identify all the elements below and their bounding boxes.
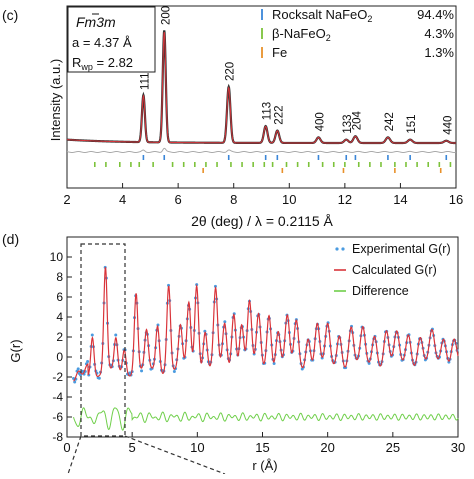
- lattice-parameter-label: a = 4.37 Å: [72, 35, 132, 50]
- pdf-legend-swatch: [335, 247, 339, 251]
- refinement-info-box: Fm3m a = 4.37 Å Rwp = 2.82: [67, 6, 156, 73]
- pdf-experimental-point: [97, 376, 101, 380]
- pdf-legend-label: Experimental G(r): [352, 242, 451, 256]
- pdf-curves: [72, 265, 459, 431]
- xrd-x-tick-label: 10: [282, 192, 296, 207]
- pdf-calculated-curve: [73, 267, 459, 382]
- xrd-peak-label: 242: [384, 112, 396, 131]
- xrd-peak-label: 151: [406, 114, 418, 133]
- pdf-experimental-point: [140, 369, 144, 373]
- xrd-plot-frame: [66, 5, 457, 189]
- xrd-curves: [66, 30, 457, 154]
- pdf-y-tick-label: -4: [52, 390, 63, 404]
- pdf-axis-ticks: [66, 256, 459, 438]
- legend-percent: 4.3%: [424, 26, 454, 41]
- xrd-peak-label: 133: [342, 114, 354, 133]
- pdf-x-tick-label: 20: [320, 440, 334, 455]
- pdf-legend: Experimental G(r) Calculated G(r) Differen…: [334, 242, 451, 298]
- pdf-experimental-point: [272, 362, 276, 365]
- space-group-label: Fm3m: [76, 14, 116, 30]
- xrd-peak-label: 440: [442, 116, 454, 135]
- pdf-x-tick-label: 5: [129, 440, 136, 455]
- xrd-difference-curve: [66, 147, 457, 154]
- xrd-x-tick-label: 12: [338, 192, 352, 207]
- xrd-x-axis-label: 2θ (deg) / λ = 0.2115 Å: [191, 213, 333, 229]
- pdf-y-tick-label: 4: [56, 310, 63, 324]
- pdf-experimental-point: [90, 333, 94, 337]
- pdf-experimental-point: [86, 360, 90, 364]
- xrd-calculated-curve: [66, 32, 456, 144]
- pdf-y-tick-label: 0: [56, 350, 63, 364]
- pdf-experimental-point: [172, 370, 176, 373]
- xrd-x-tick-labels: 2 4 6 8 10 12 14 16: [63, 192, 463, 207]
- zoom-connector-right: [124, 435, 226, 475]
- pdf-y-tick-label: 6: [56, 290, 63, 304]
- legend-label: Fe: [272, 45, 287, 60]
- pdf-x-tick-label: 15: [255, 440, 269, 455]
- pdf-legend-label: Calculated G(r): [352, 263, 437, 277]
- pdf-experimental-point: [114, 333, 118, 337]
- pdf-x-axis-label: r (Å): [252, 458, 277, 473]
- xrd-y-axis-label: Intensity (a.u.): [48, 59, 63, 141]
- pdf-x-tick-label: 30: [451, 440, 465, 455]
- pdf-y-tick-label: 2: [56, 330, 63, 344]
- xrd-x-tick-label: 8: [230, 192, 237, 207]
- refinement-info-frame: [67, 6, 156, 73]
- xrd-x-tick-label: 16: [449, 192, 463, 207]
- pdf-legend-label: Difference: [352, 284, 409, 298]
- pdf-legend-swatch: [341, 247, 345, 251]
- pdf-y-tick-label: -2: [52, 370, 63, 384]
- pdf-experimental-point: [367, 361, 371, 365]
- xrd-peak-label: 204: [351, 110, 363, 130]
- pdf-tick-labels: 0 5 10 15 20 25 30 -8 -6 -4 -2 0 2 4 6 8 10: [50, 250, 466, 455]
- xrd-reflection-ticks: [93, 155, 452, 173]
- zoom-region-box: [80, 243, 126, 437]
- pdf-y-axis-label: G(r): [8, 339, 23, 362]
- panel-c-label: (c): [2, 7, 18, 23]
- xrd-x-tick-label: 4: [119, 192, 126, 207]
- xrd-legend: Rocksalt NaFeO2 94.4% β-NaFeO2 4.3% Fe 1.3%: [261, 7, 454, 60]
- rwp-label: Rwp = 2.82: [72, 55, 133, 72]
- pdf-y-tick-label: 10: [50, 250, 64, 264]
- pdf-plot: 0 5 10 15 20 25 30 -8 -6 -4 -2 0 2 4 6 8 10: [50, 236, 466, 455]
- xrd-peak-label: 220: [225, 62, 237, 81]
- xrd-x-tick-label: 2: [63, 192, 70, 207]
- pdf-y-tick-label: -8: [52, 430, 63, 444]
- legend-label: Rocksalt NaFeO2: [272, 7, 372, 24]
- xrd-peak-label: 111: [139, 72, 151, 89]
- pdf-x-tick-label: 0: [63, 440, 70, 455]
- legend-label: β-NaFeO2: [272, 26, 331, 43]
- xrd-peak-label: 222: [273, 105, 285, 124]
- pdf-y-tick-label: 8: [56, 270, 63, 284]
- legend-percent: 94.4%: [417, 7, 454, 22]
- xrd-x-tick-label: 14: [393, 192, 407, 207]
- xrd-x-tick-label: 6: [175, 192, 182, 207]
- xrd-peak-label: 400: [314, 112, 326, 131]
- legend-percent: 1.3%: [424, 45, 454, 60]
- pdf-y-tick-label: -6: [52, 410, 63, 424]
- xrd-peak-label: 200: [160, 6, 172, 25]
- xrd-peak-label: 113: [262, 102, 274, 120]
- pdf-experimental-point: [223, 320, 227, 324]
- panel-d-label: (d): [2, 231, 19, 247]
- pdf-experimental-point: [203, 329, 207, 333]
- pdf-difference-curve: [73, 407, 459, 431]
- pdf-x-tick-label: 25: [386, 440, 400, 455]
- pdf-experimental-point: [76, 367, 80, 371]
- xrd-x-ticks: [66, 183, 457, 188]
- pdf-x-tick-label: 10: [190, 440, 204, 455]
- pdf-experimental-point: [79, 373, 83, 377]
